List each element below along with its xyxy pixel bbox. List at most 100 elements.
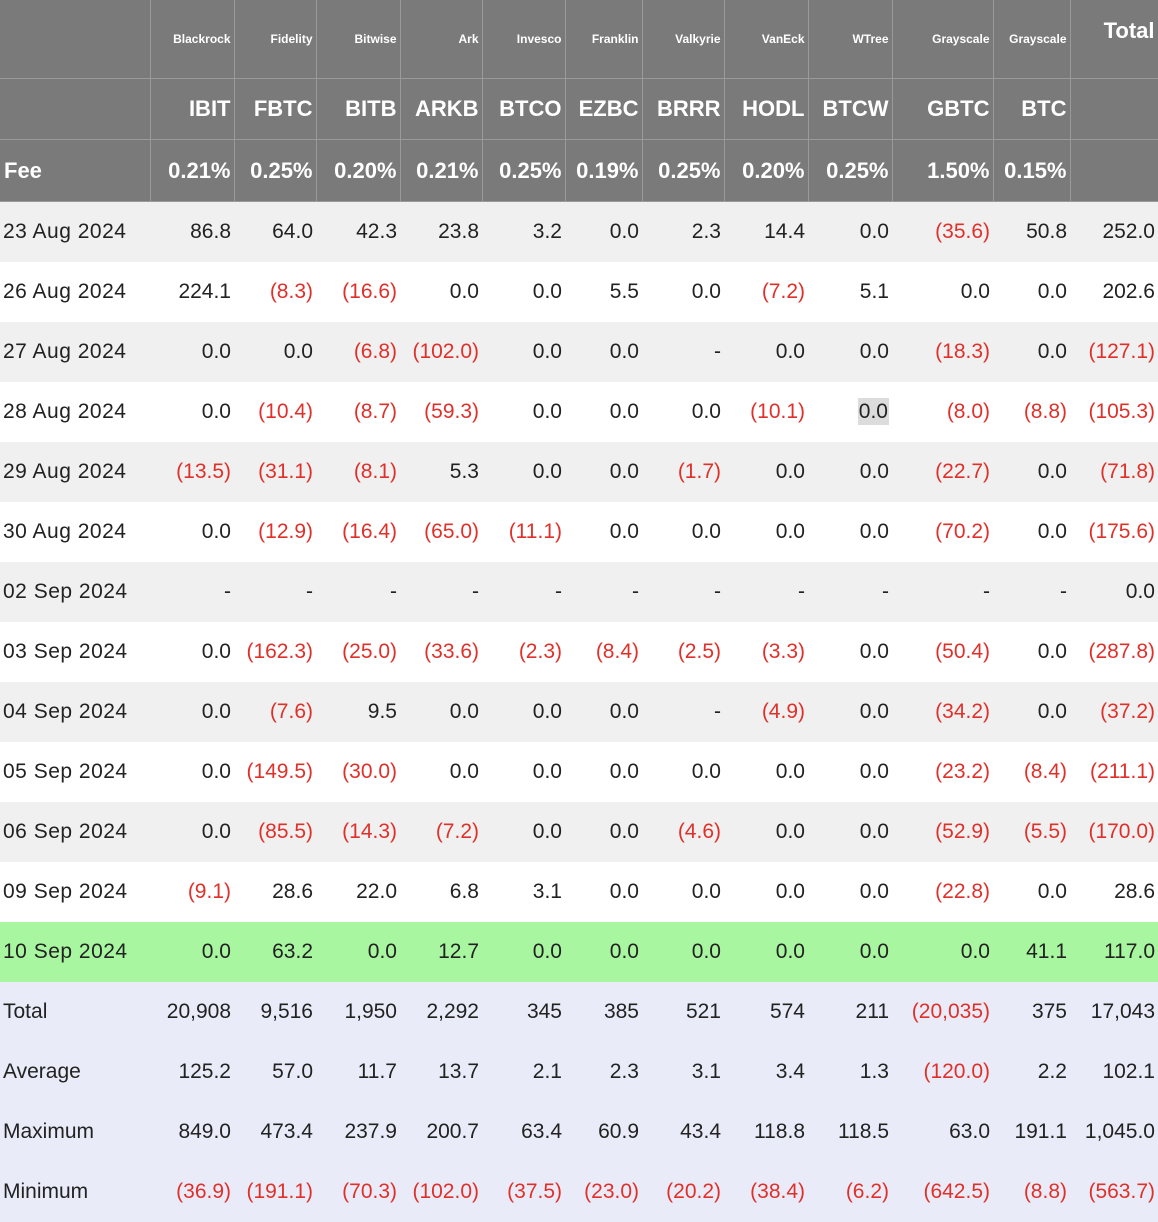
flow-cell: 0.0 [642, 862, 724, 922]
ticker-header: ARKB [400, 78, 483, 140]
summary-value: 3.4 [724, 1042, 808, 1102]
flow-cell: (2.3) [482, 622, 565, 682]
summary-value: (8.8) [993, 1162, 1070, 1222]
flow-cell: 0.0 [150, 742, 234, 802]
flow-cell: 0.0 [565, 322, 642, 382]
summary-value: 60.9 [565, 1102, 642, 1162]
summary-value: 385 [565, 982, 642, 1042]
flow-cell: 117.0 [1070, 922, 1158, 982]
date-cell: 27 Aug 2024 [0, 322, 150, 382]
flow-cell: 0.0 [150, 622, 234, 682]
flow-cell: 0.0 [565, 922, 642, 982]
flow-cell: 0.0 [724, 862, 808, 922]
flow-cell: 50.8 [993, 201, 1070, 262]
summary-value: 375 [993, 982, 1070, 1042]
flow-cell: 0.0 [892, 922, 993, 982]
flow-cell: (2.5) [642, 622, 724, 682]
table-row: 29 Aug 2024 (13.5) (31.1) (8.1) 5.3 0.0 0.0 (1.… [0, 442, 1158, 502]
date-cell: 10 Sep 2024 [0, 922, 150, 982]
flow-cell: 28.6 [234, 862, 316, 922]
summary-value: 1.3 [808, 1042, 892, 1102]
summary-value: 9,516 [234, 982, 316, 1042]
flow-cell: 3.2 [482, 201, 565, 262]
flow-cell: (70.2) [892, 502, 993, 562]
ticker-header: BITB [316, 78, 401, 140]
table-header: Blackrock Fidelity Bitwise Ark Invesco Frankl… [0, 0, 1158, 202]
summary-body: Total 20,908 9,516 1,950 2,292 345 385 521 574 21… [0, 982, 1158, 1222]
flow-cell: (7.6) [234, 682, 316, 742]
date-cell: 05 Sep 2024 [0, 742, 150, 802]
flow-cell: 0.0 [892, 262, 993, 322]
issuer-header: Franklin [565, 0, 643, 79]
table-row: 23 Aug 2024 86.8 64.0 42.3 23.8 3.2 0.0 2.3 14.4… [0, 201, 1158, 262]
summary-value: 118.8 [724, 1102, 808, 1162]
ticker-header: IBIT [150, 78, 235, 140]
flow-cell: 0.0 [150, 382, 234, 442]
flow-cell: - [724, 562, 808, 622]
flow-cell: 0.0 [808, 382, 892, 442]
flow-cell: 42.3 [316, 201, 400, 262]
flow-cell: 0.0 [1070, 562, 1158, 622]
flow-cell: 0.0 [993, 262, 1070, 322]
flow-cell: 0.0 [234, 322, 316, 382]
issuer-header: Grayscale [892, 0, 994, 79]
fee-value [1070, 139, 1158, 202]
issuer-header: Blackrock [150, 0, 235, 79]
flow-cell: 0.0 [150, 682, 234, 742]
summary-value: 102.1 [1070, 1042, 1158, 1102]
flow-cell: (8.1) [316, 442, 400, 502]
fee-value: 0.21% [400, 139, 483, 202]
flow-cell: 22.0 [316, 862, 400, 922]
date-cell: 09 Sep 2024 [0, 862, 150, 922]
flow-cell: 3.1 [482, 862, 565, 922]
flow-cell: 0.0 [724, 442, 808, 502]
flow-cell: 0.0 [150, 802, 234, 862]
date-cell: 04 Sep 2024 [0, 682, 150, 742]
flow-cell: (8.3) [234, 262, 316, 322]
flow-cell: 0.0 [808, 862, 892, 922]
ticker-header: BTCW [808, 78, 893, 140]
flow-cell: 12.7 [400, 922, 482, 982]
flow-cell: (105.3) [1070, 382, 1158, 442]
summary-value: (191.1) [234, 1162, 316, 1222]
summary-value: 1,045.0 [1070, 1102, 1158, 1162]
flow-cell: - [400, 562, 482, 622]
flow-cell: 0.0 [482, 682, 565, 742]
summary-label: Total [0, 982, 150, 1042]
flow-cell: 0.0 [993, 682, 1070, 742]
summary-value: (102.0) [400, 1162, 482, 1222]
flow-cell: 0.0 [482, 802, 565, 862]
flow-cell: (149.5) [234, 742, 316, 802]
summary-value: 125.2 [150, 1042, 234, 1102]
summary-value: 473.4 [234, 1102, 316, 1162]
flow-cell: 2.3 [642, 201, 724, 262]
date-cell: 30 Aug 2024 [0, 502, 150, 562]
flow-cell: 0.0 [808, 442, 892, 502]
flow-cell: (37.2) [1070, 682, 1158, 742]
issuer-header: Bitwise [316, 0, 401, 79]
ticker-header: BRRR [642, 78, 725, 140]
flow-cell: (7.2) [400, 802, 482, 862]
daily-flows-body: 23 Aug 2024 86.8 64.0 42.3 23.8 3.2 0.0 2.3 14.4… [0, 201, 1158, 982]
flow-cell: 0.0 [565, 682, 642, 742]
flow-cell: 6.8 [400, 862, 482, 922]
flow-cell: (175.6) [1070, 502, 1158, 562]
flow-cell: 28.6 [1070, 862, 1158, 922]
flow-cell: (16.6) [316, 262, 400, 322]
flow-cell: 0.0 [642, 922, 724, 982]
flow-cell: 0.0 [993, 622, 1070, 682]
summary-value: 2.2 [993, 1042, 1070, 1102]
flow-cell: - [316, 562, 400, 622]
summary-value: 57.0 [234, 1042, 316, 1102]
flow-cell: (52.9) [892, 802, 993, 862]
date-cell: 06 Sep 2024 [0, 802, 150, 862]
flow-cell: 0.0 [150, 502, 234, 562]
flow-cell: 252.0 [1070, 201, 1158, 262]
table-row: 03 Sep 2024 0.0 (162.3) (25.0) (33.6) (2.3) (8… [0, 622, 1158, 682]
table-row: 27 Aug 2024 0.0 0.0 (6.8) (102.0) 0.0 0.0-0.0 0… [0, 322, 1158, 382]
flow-cell: 0.0 [400, 682, 482, 742]
flow-cell: (6.8) [316, 322, 400, 382]
flow-cell: 5.5 [565, 262, 642, 322]
flow-cell: 9.5 [316, 682, 400, 742]
summary-row: Total 20,908 9,516 1,950 2,292 345 385 521 574 21… [0, 982, 1158, 1042]
